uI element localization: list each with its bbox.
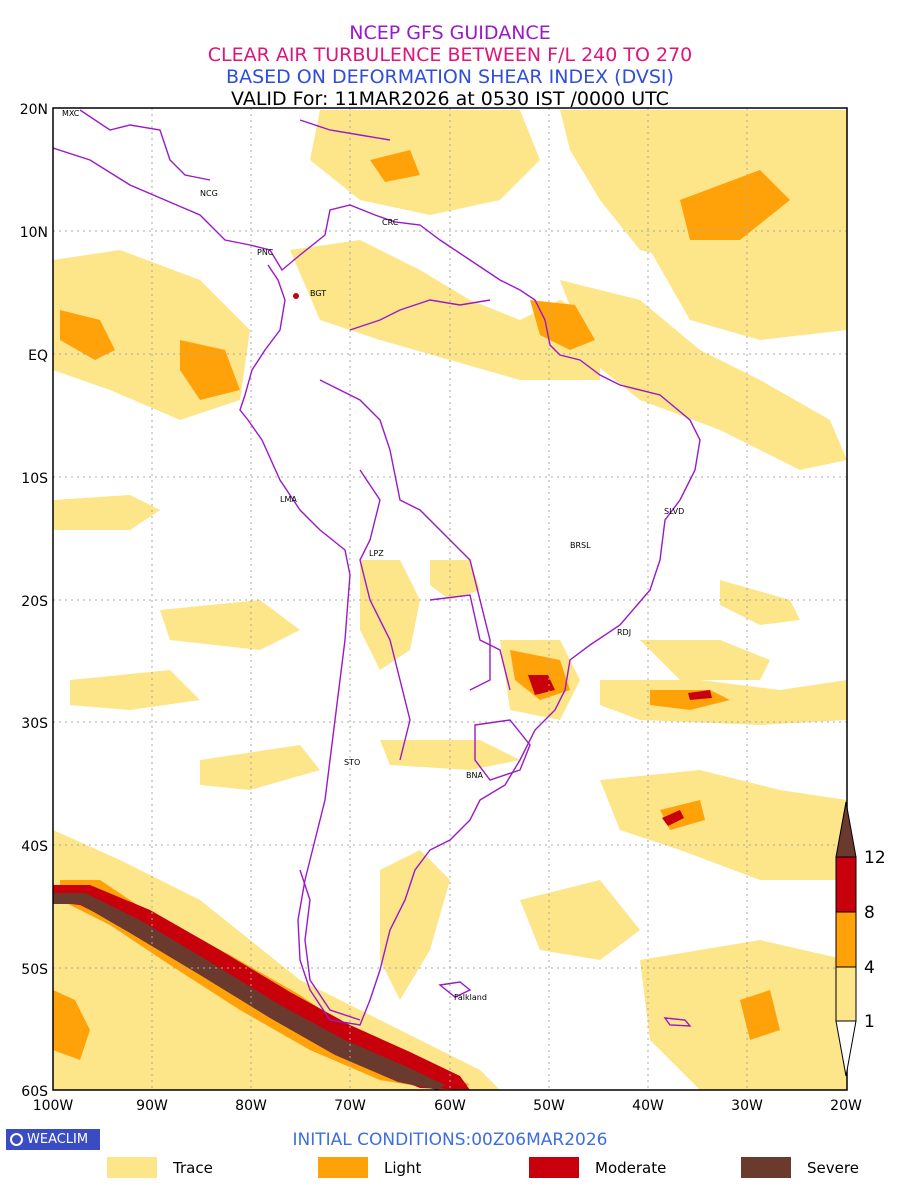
city-label-crc: CRC [382, 218, 399, 227]
lat-label: 20N [20, 102, 48, 118]
legend-label-light: Light [384, 1158, 422, 1177]
legend-swatch-light [318, 1157, 368, 1178]
title-line-1: NCEP GFS GUIDANCE [349, 22, 551, 44]
legend-item-moderate: Moderate [529, 1157, 666, 1178]
city-label-brsl: BRSL [570, 541, 591, 550]
graticule [53, 108, 847, 1090]
lon-label: 40W [632, 1098, 664, 1114]
legend-label-trace: Trace [173, 1158, 213, 1177]
legend-item-trace: Trace [107, 1157, 213, 1178]
city-label-lma: LMA [280, 495, 297, 504]
scale-tick: 12 [864, 848, 886, 868]
city-labels: MXC NCG CRC PNC BGT LMA SLVD BRSL LPZ RD… [62, 109, 684, 1002]
legend-label-severe: Severe [807, 1158, 859, 1177]
lon-label: 90W [136, 1098, 168, 1114]
title-line-2: CLEAR AIR TURBULENCE BETWEEN F/L 240 TO … [207, 44, 693, 66]
lat-label: 50S [21, 962, 48, 978]
turbulence-fields [53, 110, 847, 1090]
scale-tick: 4 [864, 958, 875, 978]
lat-label: 60S [21, 1084, 48, 1100]
scale-none [835, 1020, 857, 1077]
city-label-ncg: NCG [200, 189, 218, 198]
legend-label-moderate: Moderate [595, 1158, 667, 1177]
coastlines [53, 109, 701, 1027]
lon-label: 100W [33, 1098, 74, 1114]
legend-item-severe: Severe [741, 1157, 859, 1178]
scale-trace [835, 966, 857, 1022]
lat-label: 10S [21, 471, 48, 487]
scale-moderate [835, 856, 857, 913]
city-label-rdj: RDJ [617, 628, 631, 637]
city-label-mxc: MXC [62, 109, 80, 118]
legend-swatch-severe [741, 1157, 791, 1178]
city-label-pnc: PNC [257, 248, 274, 257]
city-label-bna: BNA [466, 771, 483, 780]
lon-label: 20W [830, 1098, 862, 1114]
legend-item-light: Light [318, 1157, 421, 1178]
lat-label: 30S [21, 716, 48, 732]
valid-time: VALID For: 11MAR2026 at 0530 IST /0000 U… [231, 88, 669, 110]
initial-conditions: INITIAL CONDITIONS:00Z06MAR2026 [292, 1130, 608, 1150]
lon-label: 60W [434, 1098, 466, 1114]
city-label-bgt: BGT [310, 289, 326, 298]
map-frame [52, 107, 848, 1091]
logo-ring-icon [10, 1133, 23, 1146]
color-scale-bar: 12 8 4 1 [835, 801, 886, 1077]
city-label-falkland: Falkland [454, 993, 487, 1002]
latitude-labels: 20N 10N EQ 10S 20S 30S 40S 50S 60S [20, 102, 48, 1100]
weaclim-logo: WEACLIM [6, 1129, 100, 1150]
lat-label: 10N [20, 225, 48, 241]
city-label-sto: STO [344, 758, 360, 767]
lon-label: 70W [334, 1098, 366, 1114]
lon-label: 30W [731, 1098, 763, 1114]
legend-swatch-trace [107, 1157, 157, 1178]
lat-label: EQ [28, 348, 48, 364]
scale-tick: 8 [864, 903, 875, 923]
severe-turbulence-band [53, 893, 445, 1090]
legend-swatch-moderate [529, 1157, 579, 1178]
city-label-lpz: LPZ [369, 549, 384, 558]
lon-label: 50W [533, 1098, 565, 1114]
lon-label: 80W [235, 1098, 267, 1114]
city-label-slvd: SLVD [664, 507, 684, 516]
longitude-labels: 100W 90W 80W 70W 60W 50W 40W 30W 20W [33, 1098, 862, 1114]
scale-light [835, 911, 857, 968]
logo-text: WEACLIM [27, 1132, 89, 1147]
lat-label: 40S [21, 839, 48, 855]
title-line-3: BASED ON DEFORMATION SHEAR INDEX (DVSI) [226, 66, 674, 88]
scale-tick: 1 [864, 1012, 875, 1032]
lat-label: 20S [21, 594, 48, 610]
